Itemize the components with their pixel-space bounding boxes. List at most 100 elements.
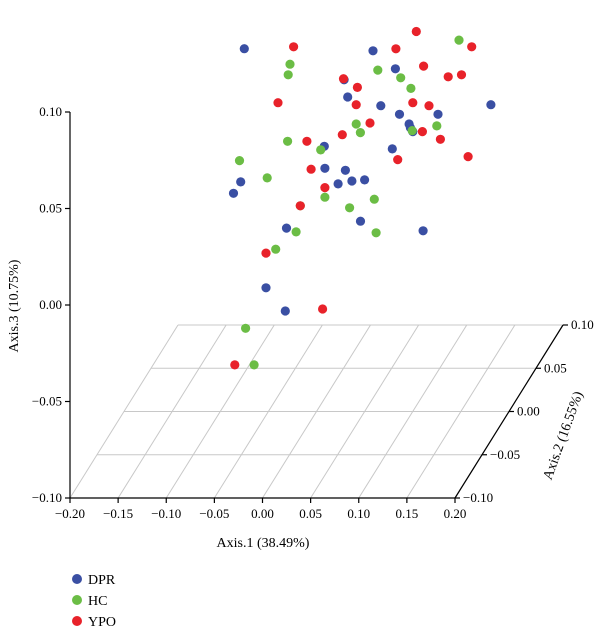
tick-layer: −0.20 −0.15 −0.10 −0.05 0.00 0.05 0.10 0.15 0.20… (32, 104, 594, 521)
point-ypo (391, 44, 401, 54)
point-ypo (393, 155, 403, 165)
point-ypo (424, 101, 434, 111)
point-hc (432, 121, 442, 131)
z-tick-label: 0.00 (39, 297, 62, 312)
point-hc (454, 35, 464, 45)
point-dpr (486, 100, 496, 110)
point-dpr (418, 226, 428, 236)
point-hc (355, 128, 365, 138)
point-hc (406, 83, 416, 93)
point-dpr (433, 109, 443, 119)
point-dpr (320, 163, 330, 173)
point-hc (371, 228, 381, 238)
legend-label-hc: HC (88, 594, 107, 609)
y-axis-title: Axis.2 (16.55%) (541, 389, 587, 482)
point-dpr (236, 177, 246, 187)
point-dpr (228, 188, 239, 198)
point-hc (249, 360, 259, 370)
legend-marker-dpr (72, 574, 82, 584)
point-ypo (467, 42, 477, 52)
point-ypo (365, 118, 375, 128)
point-ypo (463, 152, 473, 162)
z-tick-label: 0.05 (39, 201, 62, 216)
point-ypo (318, 304, 328, 314)
point-ypo (417, 127, 427, 137)
point-hc (283, 70, 293, 80)
point-ypo (435, 134, 445, 144)
y-tick-label: −0.10 (463, 490, 493, 505)
legend-label-ypo: YPO (88, 615, 116, 630)
point-ypo (230, 360, 240, 370)
point-ypo (295, 201, 305, 211)
point-ypo (306, 164, 316, 174)
point-hc (285, 59, 295, 69)
legend-marker-ypo (72, 616, 82, 626)
z-tick-label: −0.10 (32, 490, 62, 505)
point-dpr (343, 92, 353, 102)
point-dpr (333, 179, 343, 189)
y-tick-label: 0.10 (571, 317, 594, 332)
point-hc (369, 194, 379, 204)
point-hc (345, 203, 355, 213)
point-dpr (394, 109, 405, 119)
point-hc (316, 145, 326, 155)
point-ypo (456, 70, 467, 80)
point-ypo (411, 26, 421, 37)
x-tick-label: −0.10 (151, 506, 181, 521)
x-tick-label: 0.05 (299, 506, 322, 521)
point-hc (234, 156, 245, 166)
point-ypo (443, 72, 453, 82)
y-tick-label: 0.00 (517, 404, 540, 419)
x-tick-label: −0.15 (103, 506, 133, 521)
legend: DPR HC YPO (72, 573, 116, 630)
point-dpr (368, 46, 378, 56)
point-dpr (387, 144, 397, 154)
point-hc (262, 173, 272, 183)
x-tick-label: −0.20 (55, 506, 85, 521)
point-hc (271, 244, 281, 254)
point-hc (291, 227, 301, 237)
point-ypo (352, 82, 362, 92)
point-dpr (390, 64, 400, 74)
point-dpr (261, 283, 271, 293)
x-tick-label: 0.10 (347, 506, 370, 521)
x-tick-label: 0.00 (251, 506, 274, 521)
point-ypo (261, 248, 271, 258)
point-ypo (338, 74, 349, 84)
point-hc (320, 192, 330, 202)
point-ypo (302, 136, 312, 146)
x-axis-title: Axis.1 (38.49%) (217, 536, 310, 551)
x-tick-label: −0.05 (199, 506, 229, 521)
point-layer (228, 26, 496, 370)
legend-label-dpr: DPR (88, 573, 116, 588)
point-ypo (337, 130, 347, 140)
point-dpr (376, 101, 386, 111)
y-tick-label: 0.05 (544, 360, 567, 375)
point-hc (407, 126, 417, 136)
point-ypo (419, 61, 429, 71)
point-ypo (273, 98, 283, 108)
point-ypo (351, 100, 361, 110)
point-dpr (347, 176, 357, 186)
legend-marker-hc (72, 595, 82, 605)
point-ypo (320, 183, 330, 193)
point-dpr (360, 175, 370, 185)
grid-layer (69, 324, 564, 499)
z-tick-label: −0.05 (32, 394, 62, 409)
z-axis-title: Axis.3 (10.75%) (7, 259, 22, 352)
point-ypo (289, 42, 299, 52)
point-hc (373, 65, 383, 75)
point-dpr (280, 306, 290, 316)
x-tick-label: 0.20 (444, 506, 467, 521)
x-tick-label: 0.15 (396, 506, 419, 521)
point-dpr (340, 165, 350, 175)
point-ypo (408, 98, 418, 108)
point-dpr (355, 216, 366, 226)
point-hc (283, 136, 293, 146)
point-dpr (281, 223, 292, 233)
point-hc (241, 323, 251, 333)
axis-layer (69, 112, 564, 499)
point-hc (351, 119, 361, 129)
